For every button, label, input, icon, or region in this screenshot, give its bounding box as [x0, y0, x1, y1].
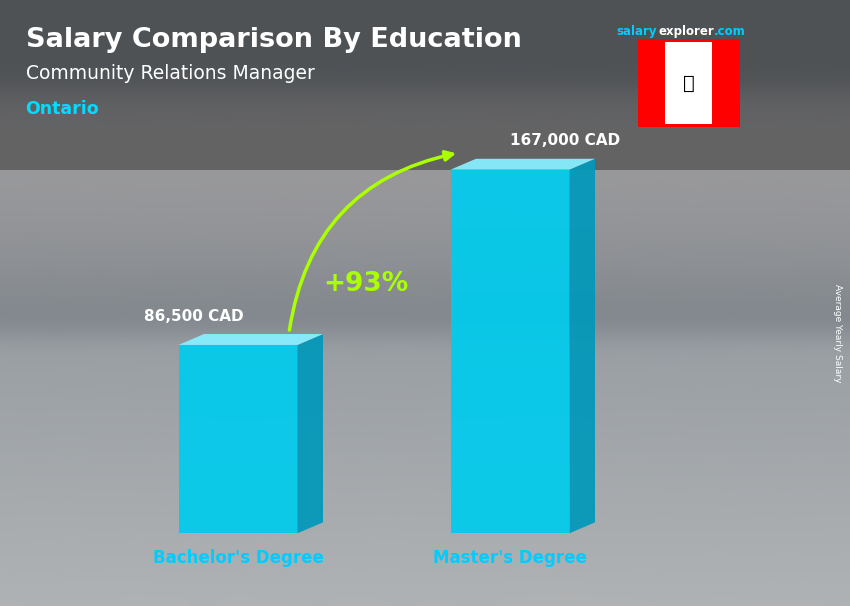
- Polygon shape: [450, 170, 570, 533]
- Text: Bachelor's Degree: Bachelor's Degree: [152, 548, 324, 567]
- Text: explorer: explorer: [659, 25, 715, 38]
- Bar: [665, 42, 711, 124]
- Bar: [638, 39, 740, 127]
- FancyArrowPatch shape: [289, 152, 452, 330]
- Text: Salary Comparison By Education: Salary Comparison By Education: [26, 27, 521, 53]
- Text: salary: salary: [616, 25, 657, 38]
- Polygon shape: [570, 159, 595, 533]
- Bar: [711, 42, 735, 124]
- Text: 86,500 CAD: 86,500 CAD: [144, 308, 244, 324]
- Polygon shape: [178, 345, 298, 533]
- Text: .com: .com: [714, 25, 745, 38]
- Text: 🍁: 🍁: [683, 74, 694, 93]
- Text: Master's Degree: Master's Degree: [433, 548, 587, 567]
- Text: Average Yearly Salary: Average Yearly Salary: [833, 284, 842, 382]
- Polygon shape: [178, 334, 323, 345]
- Text: +93%: +93%: [323, 271, 408, 298]
- Polygon shape: [298, 334, 323, 533]
- Text: Ontario: Ontario: [26, 100, 99, 118]
- Text: Community Relations Manager: Community Relations Manager: [26, 64, 314, 82]
- Polygon shape: [450, 159, 595, 170]
- Text: 167,000 CAD: 167,000 CAD: [510, 133, 620, 148]
- Polygon shape: [0, 0, 850, 170]
- Bar: [642, 42, 665, 124]
